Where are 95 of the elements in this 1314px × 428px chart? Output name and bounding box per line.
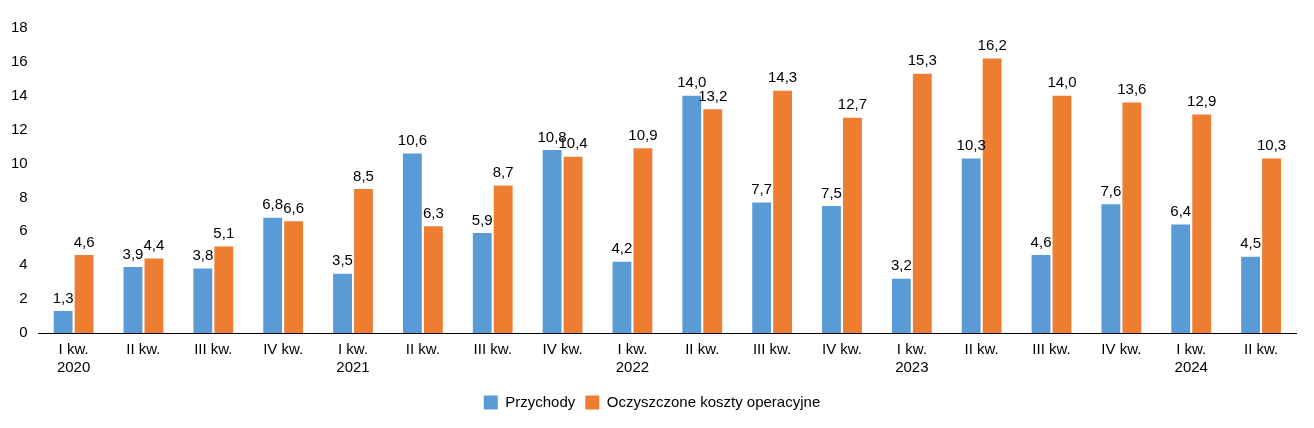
x-tick-label: IV kw. [542, 340, 583, 358]
data-label: 10,9 [628, 125, 658, 143]
data-label: 6,3 [422, 203, 444, 221]
y-tick-label: 0 [19, 323, 28, 341]
bar [1192, 114, 1212, 333]
x-tick-label: III kw. [194, 340, 233, 358]
y-tick-label: 10 [11, 153, 28, 171]
bar [773, 90, 793, 333]
data-label: 4,2 [611, 239, 633, 257]
bar [542, 150, 562, 333]
data-label: 10,6 [397, 131, 427, 149]
bar [1122, 102, 1142, 333]
data-label: 7,6 [1100, 181, 1122, 199]
bar [843, 117, 862, 333]
bar [333, 273, 352, 333]
data-label: 15,3 [907, 51, 937, 69]
bar [891, 278, 911, 333]
x-tick-label: IV kw. [263, 340, 304, 358]
x-tick-label: I kw. 2021 [336, 340, 370, 376]
bar [1052, 95, 1072, 333]
x-tick-label: III kw. [1032, 340, 1071, 358]
bar [214, 246, 234, 333]
x-tick-label: II kw. [685, 340, 720, 358]
bar [493, 185, 513, 333]
bar [144, 258, 164, 333]
x-tick-label: I kw. 2022 [615, 340, 650, 376]
bar [822, 205, 841, 333]
bar [402, 153, 422, 333]
bar [612, 261, 632, 333]
data-label: 4,4 [143, 236, 165, 254]
bar [354, 188, 373, 333]
legend-label: Przychody [505, 392, 576, 410]
data-label: 6,4 [1170, 202, 1192, 220]
data-label: 3,2 [890, 256, 912, 274]
bar [752, 202, 772, 333]
data-label: 8,5 [353, 166, 374, 184]
bar [74, 255, 94, 333]
data-label: 10,3 [1256, 136, 1287, 154]
bar [472, 233, 492, 333]
data-label: 5,1 [213, 224, 235, 242]
bar [1241, 256, 1261, 333]
bar [703, 109, 723, 333]
data-label: 6,6 [283, 198, 305, 216]
data-label: 7,7 [751, 180, 773, 198]
x-tick-label: IV kw. [1101, 340, 1142, 358]
bar [53, 310, 73, 333]
y-tick-label: 18 [11, 18, 28, 36]
x-tick-label: II kw. [405, 340, 440, 358]
bar [912, 73, 932, 333]
x-tick-label: II kw. [964, 340, 999, 358]
data-label: 8,7 [492, 163, 514, 181]
x-tick-label: II kw. [1243, 340, 1279, 358]
x-tick-label: III kw. [752, 340, 792, 358]
data-label: 6,8 [262, 195, 284, 213]
bar [1262, 158, 1281, 333]
data-label: 4,6 [1030, 232, 1052, 250]
y-tick-label: 6 [19, 221, 28, 239]
data-label: 12,7 [837, 95, 868, 113]
y-tick-label: 16 [11, 52, 28, 70]
x-tick-label: II kw. [126, 340, 161, 358]
x-tick-label: III kw. [473, 340, 512, 358]
data-label: 5,9 [471, 210, 493, 228]
bar [1031, 255, 1051, 333]
data-label: 7,5 [821, 183, 842, 201]
bar [1101, 204, 1121, 333]
data-label: 14,3 [767, 68, 798, 86]
data-label: 3,8 [192, 246, 214, 264]
bar [423, 226, 443, 333]
y-tick-label: 4 [19, 255, 28, 273]
bar [633, 148, 653, 333]
data-label: 3,9 [122, 244, 144, 262]
bar [961, 158, 981, 333]
bar [284, 221, 304, 333]
data-label: 4,6 [73, 232, 95, 250]
x-tick-label: IV kw. [821, 340, 862, 358]
data-label: 13,6 [1117, 80, 1147, 98]
data-label: 1,3 [52, 288, 74, 306]
data-label: 14,0 [1047, 73, 1077, 91]
y-tick-label: 2 [19, 289, 28, 307]
data-label: 16,2 [977, 36, 1007, 54]
x-tick-label: I kw. 2020 [56, 340, 91, 376]
data-label: 4,5 [1240, 234, 1262, 252]
bar [193, 268, 213, 333]
y-tick-label: 14 [11, 85, 28, 103]
bar [123, 266, 143, 333]
data-label: 3,5 [332, 251, 353, 269]
legend-label: Oczyszczone koszty operacyjne [606, 392, 821, 410]
y-tick-label: 12 [11, 119, 28, 137]
data-label: 12,9 [1187, 92, 1217, 110]
bar [1171, 224, 1191, 333]
x-tick-label: I kw. 2024 [1174, 340, 1208, 376]
bar [563, 156, 583, 333]
bar [263, 217, 283, 333]
y-tick-label: 8 [19, 187, 28, 205]
x-tick-label: I kw. 2023 [895, 340, 929, 376]
